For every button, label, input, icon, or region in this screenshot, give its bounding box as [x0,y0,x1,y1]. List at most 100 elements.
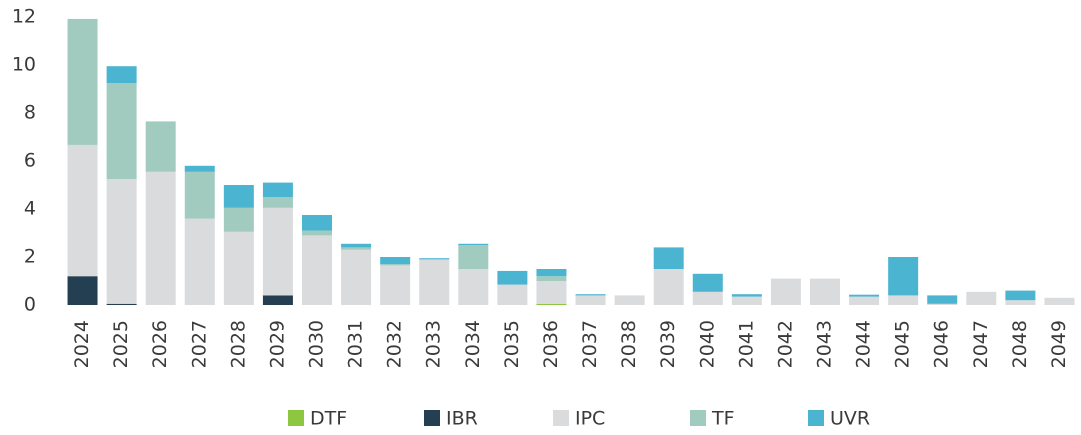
x-tick-label: 2041 [735,320,757,368]
legend-label: DTF [310,408,347,430]
y-tick-label: 8 [24,102,36,124]
y-tick-label: 4 [24,198,36,220]
y-tick-label: 0 [24,294,36,316]
legend-swatch [288,410,304,426]
x-tick-label: 2043 [814,320,836,368]
legend-label: UVR [830,408,870,430]
x-tick-label: 2027 [188,320,210,368]
bar-segment [223,207,254,232]
x-tick-label: 2028 [227,320,249,368]
x-tick-label: 2044 [853,320,875,368]
bar-segment [106,83,137,179]
x-tick-label: 2026 [149,320,171,368]
x-tick-label: 2048 [1009,320,1031,368]
bar-segment [810,278,840,305]
bar-segment [888,257,919,296]
x-tick-label: 2042 [774,320,796,368]
bar-segment [731,294,762,297]
bar-segment [458,269,489,305]
x-tick-label: 2038 [618,320,640,368]
bar-segment [223,185,254,208]
bar-segment [341,243,372,248]
bar-segment [458,245,489,269]
y-tick-label: 10 [12,54,36,76]
bar-segment [536,303,567,305]
x-tick-label: 2033 [423,320,445,368]
bar-segment [380,265,411,305]
bar-segment [1005,300,1036,305]
x-tick-label: 2030 [306,320,328,368]
bar-segment [536,269,567,277]
legend-swatch [553,410,569,426]
legend-label: IBR [446,408,478,430]
legend-swatch [424,410,440,426]
bar-segment [1044,297,1075,305]
bar-segment [262,295,293,305]
x-tick-label: 2047 [970,320,992,368]
x-tick-label: 2025 [110,320,132,368]
bar-segment [614,295,645,305]
bar-segment [145,171,176,305]
x-tick-label: 2035 [501,320,523,368]
x-tick-label: 2045 [892,320,914,368]
x-tick-label: 2049 [1048,320,1070,368]
bar-segment [380,264,411,266]
bar-segment [145,121,176,172]
bar-segment [575,295,606,305]
bar-segment [67,276,98,305]
legend-swatch [808,410,824,426]
bar-segment [184,165,215,172]
legend-swatch [690,410,706,426]
y-tick-label: 12 [12,6,36,28]
x-tick-label: 2037 [579,320,601,368]
bar-segment [770,278,801,305]
bar-segment [653,247,684,269]
bar-segment [849,296,880,305]
bar-segment [380,257,411,265]
bar-segment [184,171,215,219]
x-tick-label: 2040 [696,320,718,368]
bar-segment [458,243,489,245]
bar-segment [653,269,684,305]
bar-segment [67,144,98,277]
bar-segment [106,303,137,305]
bar-segment [497,284,528,305]
bar-segment [927,303,958,305]
bar-segment [302,215,332,231]
bar-segment [731,296,762,305]
bar-segment [341,249,372,305]
bar-segment [302,230,332,236]
x-tick-label: 2029 [266,320,288,368]
bar-segment [692,291,723,305]
x-tick-label: 2034 [462,320,484,368]
bar-segment [67,18,98,145]
bar-segment [536,281,567,304]
bar-segment [262,182,293,197]
bar-segment [536,276,567,281]
bar-segment [341,247,372,250]
x-tick-label: 2024 [71,320,93,368]
bar-segment [302,235,332,305]
bar-segment [692,273,723,292]
bar-segment [497,270,528,285]
bar-segment [575,294,606,296]
bar-segment [184,218,215,305]
bar-segment [262,197,293,208]
y-tick-label: 6 [24,150,36,172]
bar-segment [419,259,450,305]
bar-segment [223,231,254,305]
x-tick-label: 2031 [345,320,367,368]
bar-segment [419,258,450,260]
bar-segment [966,291,997,305]
bar-segment [106,66,137,83]
bar-segment [888,295,919,305]
x-tick-label: 2032 [384,320,406,368]
x-tick-label: 2036 [540,320,562,368]
legend-label: TF [711,408,735,430]
x-tick-label: 2039 [657,320,679,368]
bar-segment [1005,290,1036,301]
x-tick-label: 2046 [931,320,953,368]
bar-segment [849,294,880,297]
bar-segment [106,179,137,304]
